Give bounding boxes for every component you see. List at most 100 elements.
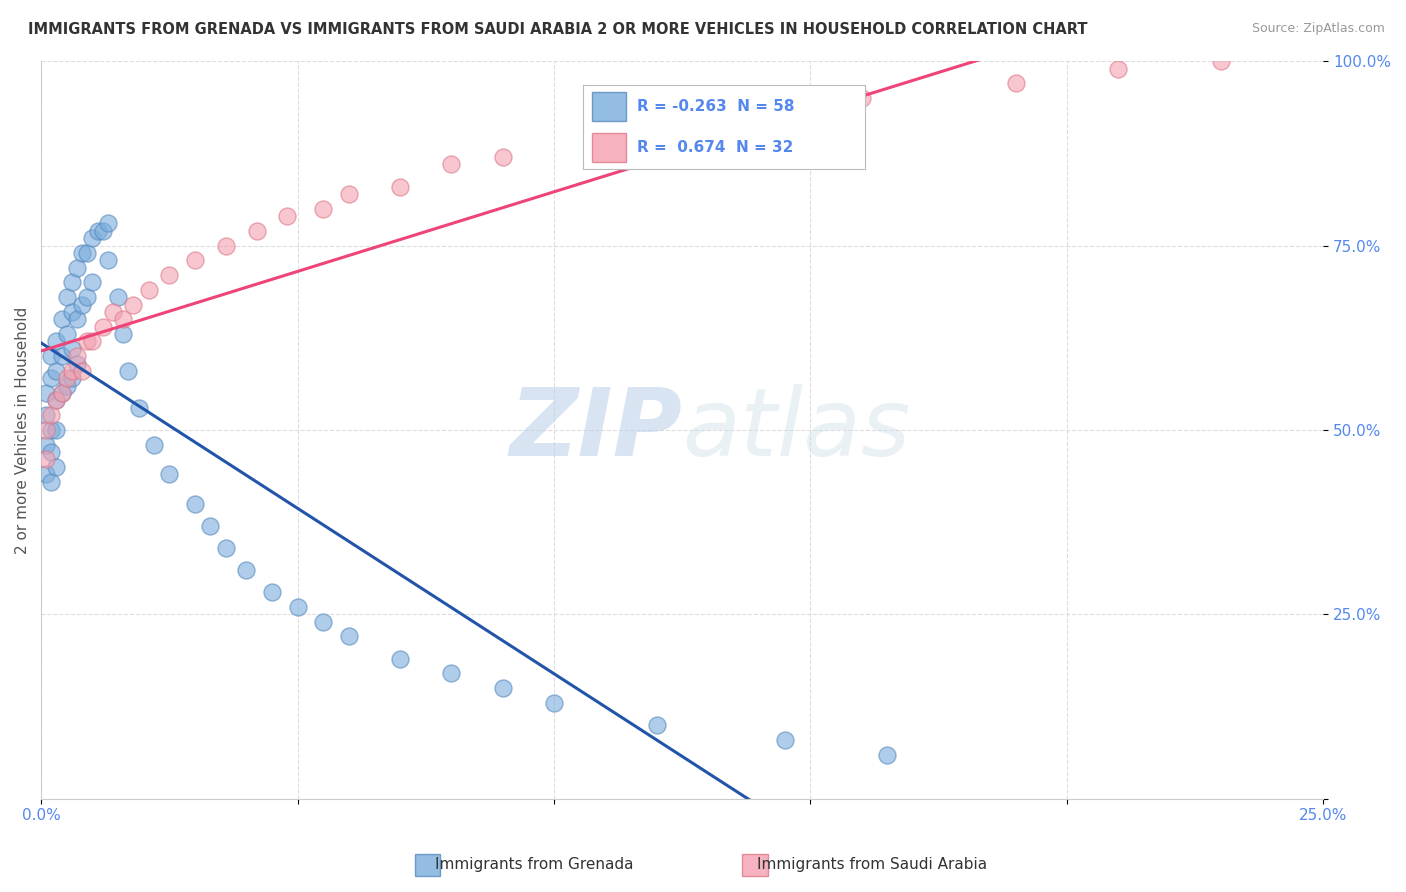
Point	[260, 585, 283, 599]
Point	[82, 231, 104, 245]
Point	[35, 386, 58, 401]
Point	[35, 408, 58, 422]
Point	[389, 651, 412, 665]
Point	[51, 386, 73, 401]
Point	[60, 371, 83, 385]
Point	[41, 408, 63, 422]
Point	[35, 423, 58, 437]
Point	[1107, 62, 1129, 76]
Point	[117, 364, 139, 378]
Point	[41, 371, 63, 385]
Point	[440, 157, 463, 171]
Point	[235, 563, 257, 577]
Point	[35, 438, 58, 452]
Point	[66, 312, 89, 326]
Point	[492, 681, 515, 695]
Point	[101, 305, 124, 319]
Point	[276, 209, 298, 223]
Point	[41, 349, 63, 363]
Bar	[592, 93, 626, 121]
Text: R = -0.263  N = 58: R = -0.263 N = 58	[637, 99, 794, 114]
Point	[157, 268, 180, 282]
Point	[70, 364, 93, 378]
Point	[593, 136, 616, 150]
Point	[45, 334, 67, 349]
Point	[55, 378, 77, 392]
Point	[70, 246, 93, 260]
Point	[45, 459, 67, 474]
Text: ZIP: ZIP	[509, 384, 682, 476]
Point	[66, 349, 89, 363]
Point	[492, 150, 515, 164]
Point	[55, 371, 77, 385]
Point	[70, 297, 93, 311]
Point	[76, 334, 98, 349]
Point	[157, 467, 180, 482]
Y-axis label: 2 or more Vehicles in Household: 2 or more Vehicles in Household	[15, 306, 30, 554]
Point	[45, 393, 67, 408]
Text: atlas: atlas	[682, 384, 911, 475]
Point	[215, 238, 238, 252]
Point	[76, 246, 98, 260]
Point	[66, 260, 89, 275]
Point	[645, 718, 668, 732]
Point	[60, 276, 83, 290]
Point	[35, 467, 58, 482]
Point	[337, 186, 360, 201]
Point	[91, 224, 114, 238]
Point	[60, 342, 83, 356]
Point	[287, 599, 309, 614]
Point	[122, 297, 145, 311]
Point	[51, 312, 73, 326]
Point	[41, 423, 63, 437]
Point	[184, 497, 207, 511]
Point	[82, 334, 104, 349]
Point	[312, 615, 335, 629]
Point	[245, 224, 267, 238]
Point	[86, 224, 108, 238]
Point	[45, 364, 67, 378]
Point	[773, 732, 796, 747]
Point	[60, 364, 83, 378]
Point	[1004, 76, 1026, 90]
Point	[51, 386, 73, 401]
Point	[107, 290, 129, 304]
Point	[440, 666, 463, 681]
Point	[45, 393, 67, 408]
Point	[128, 401, 150, 415]
Point	[97, 216, 120, 230]
Point	[41, 445, 63, 459]
Point	[389, 179, 412, 194]
Point	[112, 312, 135, 326]
Text: Source: ZipAtlas.com: Source: ZipAtlas.com	[1251, 22, 1385, 36]
Point	[45, 423, 67, 437]
Point	[851, 91, 873, 105]
Bar	[592, 133, 626, 161]
Point	[112, 327, 135, 342]
Point	[337, 630, 360, 644]
Point	[138, 283, 160, 297]
Text: R =  0.674  N = 32: R = 0.674 N = 32	[637, 140, 793, 155]
Point	[66, 357, 89, 371]
Point	[91, 319, 114, 334]
Point	[60, 305, 83, 319]
Point	[200, 519, 222, 533]
Point	[184, 253, 207, 268]
Point	[142, 438, 165, 452]
Point	[312, 202, 335, 216]
Point	[55, 290, 77, 304]
Point	[876, 747, 898, 762]
Point	[543, 696, 565, 710]
Point	[82, 276, 104, 290]
Text: IMMIGRANTS FROM GRENADA VS IMMIGRANTS FROM SAUDI ARABIA 2 OR MORE VEHICLES IN HO: IMMIGRANTS FROM GRENADA VS IMMIGRANTS FR…	[28, 22, 1088, 37]
Point	[51, 349, 73, 363]
Point	[215, 541, 238, 555]
Point	[35, 452, 58, 467]
Text: Immigrants from Saudi Arabia: Immigrants from Saudi Arabia	[756, 857, 987, 872]
Point	[1209, 54, 1232, 69]
Point	[696, 113, 718, 128]
Text: Immigrants from Grenada: Immigrants from Grenada	[434, 857, 634, 872]
Point	[76, 290, 98, 304]
Point	[97, 253, 120, 268]
Point	[55, 327, 77, 342]
